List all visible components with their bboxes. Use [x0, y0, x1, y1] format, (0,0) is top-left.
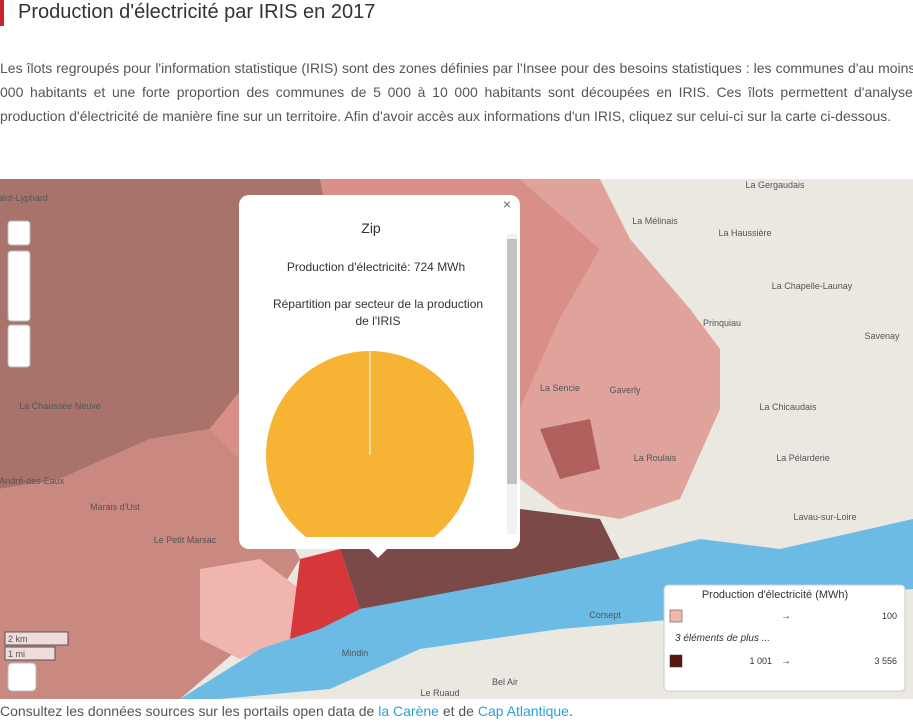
legend-more: 3 éléments de plus ...	[675, 633, 770, 644]
place-label: La Gergaudais	[745, 180, 805, 190]
popup-tip	[368, 548, 388, 558]
popup-close[interactable]: ×	[503, 196, 511, 212]
footer-text: Consultez les données sources sur les po…	[0, 703, 379, 719]
region	[200, 559, 300, 659]
scale-km	[4, 631, 69, 646]
place-label: La Mélinais	[632, 216, 678, 226]
place-label: La Chicaudais	[759, 402, 817, 412]
popup-title: Zip	[361, 220, 381, 236]
scale-label: 2 km	[8, 634, 28, 644]
place-label: Savenay	[864, 331, 900, 341]
place-label: La Chaussée Neuve	[19, 401, 101, 411]
place-label: Saint-André-des-Eaux	[0, 476, 65, 486]
link[interactable]: Cap Atlantique	[477, 703, 569, 719]
intro-text: Les îlots regroupés pour l'information s…	[0, 60, 913, 124]
place-label: Gaverly	[609, 385, 641, 395]
draw-toolbar[interactable]	[7, 250, 31, 322]
place-label: Lavau-sur-Loire	[793, 512, 856, 522]
layers-button[interactable]	[7, 662, 37, 692]
scrollbar-thumb[interactable]	[507, 239, 517, 484]
place-label: Prinquiau	[703, 318, 741, 328]
place-label: Mindin	[342, 648, 369, 658]
place-label: Corsept	[589, 610, 621, 620]
popup-breakdown: Répartition par secteur de la production…	[273, 297, 483, 328]
place-label: La Sencie	[540, 383, 580, 393]
edit-toolbar[interactable]	[7, 324, 31, 368]
place-label: La Haussière	[718, 228, 771, 238]
fullscreen-button[interactable]	[7, 220, 31, 246]
region	[540, 419, 600, 479]
place-label: Saint-Lyphard	[0, 193, 48, 203]
link[interactable]: la Carène	[378, 703, 439, 719]
scale-bar	[4, 631, 69, 661]
place-label: Le Petit Marsac	[154, 535, 217, 545]
legend-box	[663, 584, 906, 692]
legend-title: Production d'électricité (MWh)	[702, 589, 848, 601]
place-label: Marais d'Ust	[90, 502, 140, 512]
legend-from: 1 001	[749, 656, 772, 666]
region	[340, 509, 620, 609]
legend-arrow: →	[781, 611, 791, 622]
scale-label: 1 mi	[8, 649, 25, 659]
footer: Consultez les données sources sur les po…	[0, 703, 573, 719]
popup-production: Production d'électricité: 724 MWh	[287, 260, 465, 274]
legend-to: 100	[882, 611, 897, 621]
page-title: Production d'électricité par IRIS en 201…	[0, 0, 375, 26]
pie	[266, 351, 474, 537]
legend-swatch	[669, 654, 683, 668]
footer-text: et de	[438, 703, 478, 719]
place-label: Bel Air	[492, 677, 518, 687]
legend	[663, 584, 906, 692]
legend-swatch	[669, 609, 683, 623]
legend-to: 3 556	[874, 656, 897, 666]
scale-mi	[4, 646, 56, 661]
place-label: La Chapelle-Launay	[772, 281, 853, 291]
place-label: La Pélarderie	[776, 453, 830, 463]
map-controls	[7, 220, 37, 692]
place-label: Le Ruaud	[420, 688, 459, 698]
legend-arrow: →	[781, 656, 791, 667]
place-label: La Roulais	[634, 453, 677, 463]
popup: ×	[239, 195, 520, 558]
footer-text: .	[568, 703, 573, 719]
estuary	[180, 519, 913, 699]
map[interactable]: × La Gergaudais La Mélinais La Haussière La…	[0, 179, 913, 699]
